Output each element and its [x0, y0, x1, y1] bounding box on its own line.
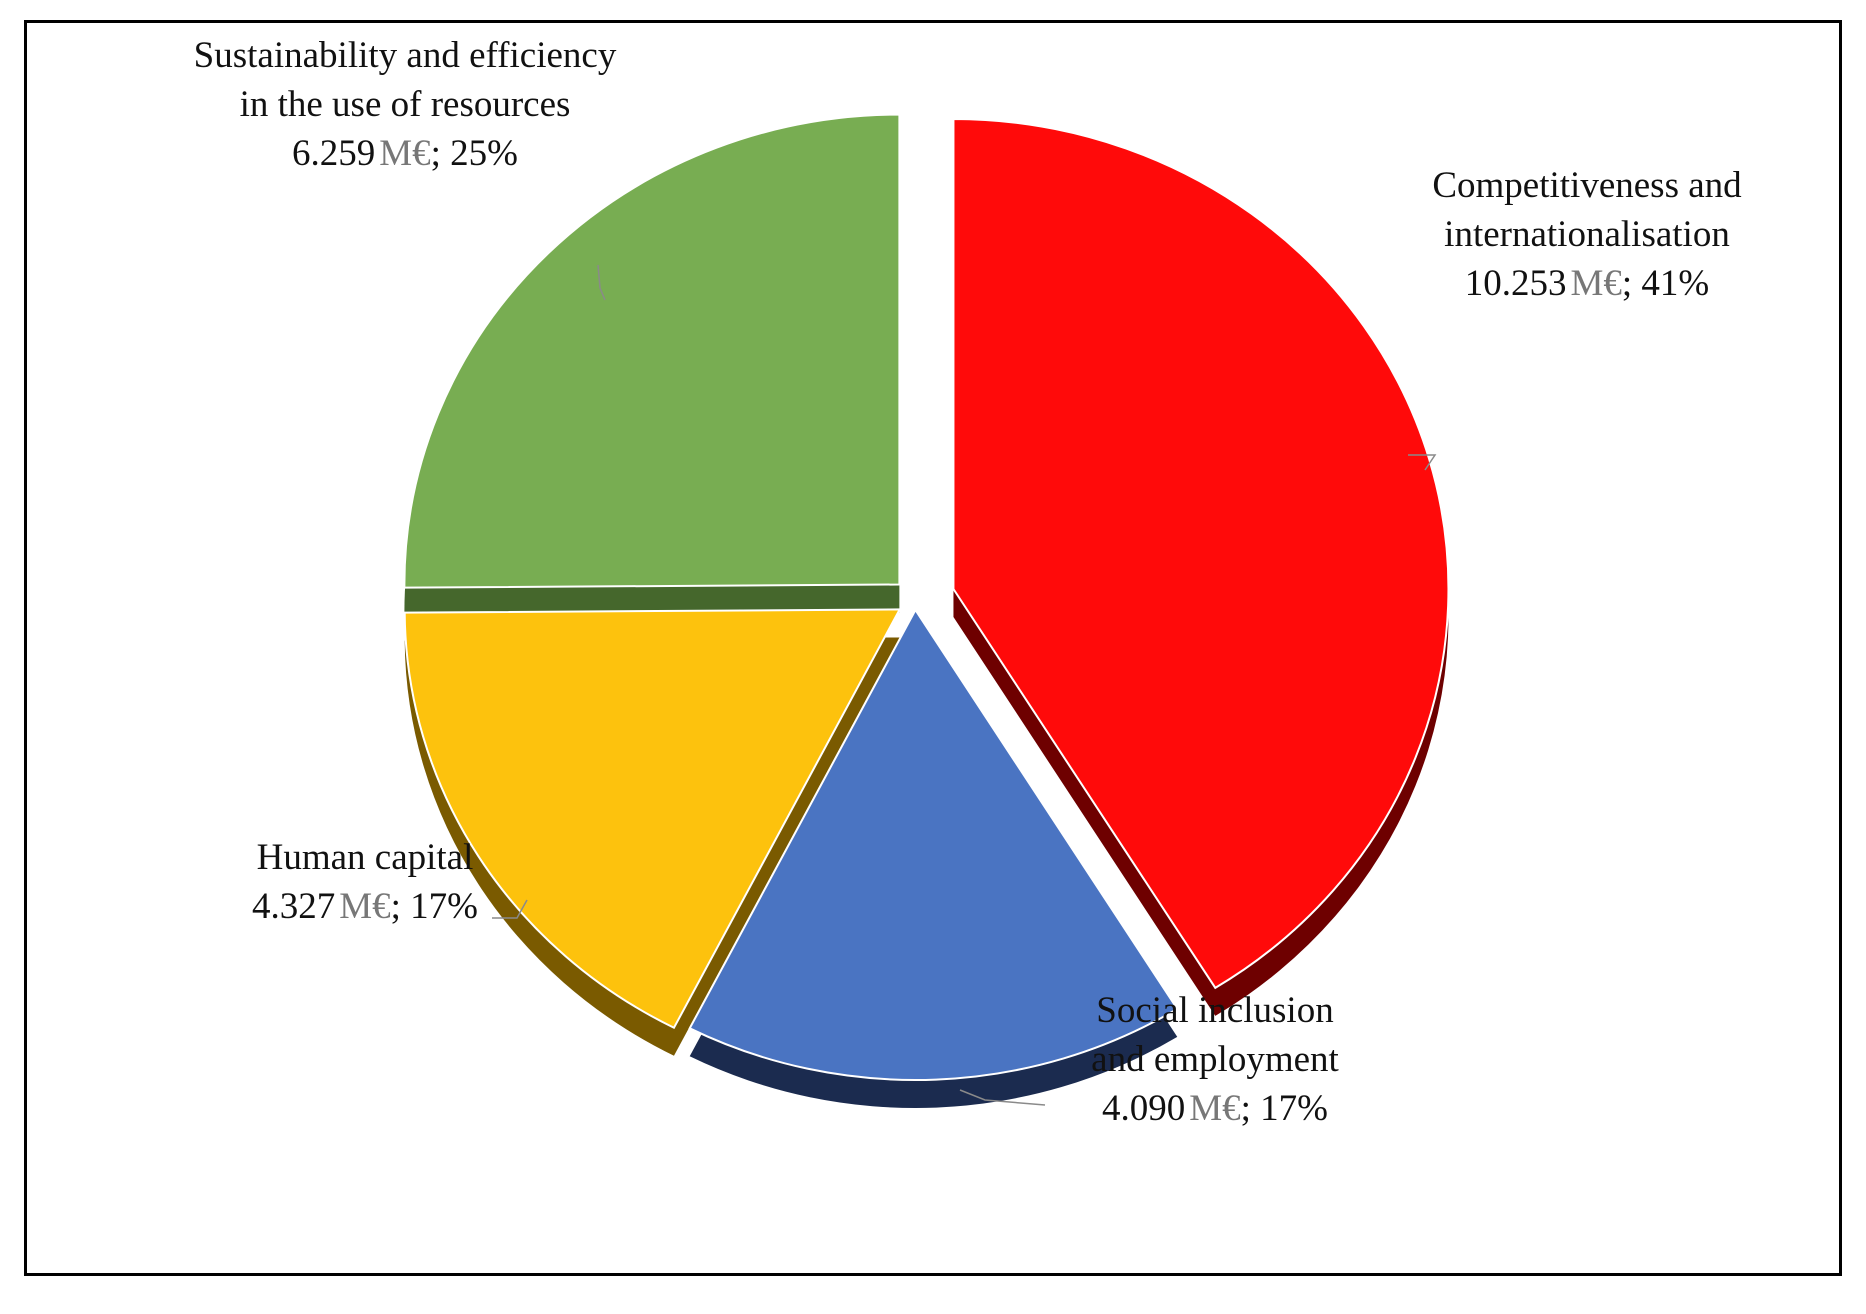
- value-line: 4.090 M€; 17%: [1102, 1088, 1328, 1129]
- label-line: Competitiveness and: [1432, 165, 1742, 206]
- label-line: Sustainability and efficiency: [194, 35, 617, 76]
- data-label-0: Competitiveness and internationalisation 1…: [1432, 165, 1742, 304]
- data-labels: Competitiveness and internationalisation 1…: [194, 35, 1742, 1129]
- label-line: Social inclusion: [1096, 990, 1333, 1031]
- value-text: 4.327: [252, 886, 335, 927]
- label-line: in the use of resources: [240, 84, 571, 125]
- percent-text: ; 17%: [1241, 1088, 1328, 1129]
- pie-slice-3: [403, 113, 901, 589]
- label-line: and employment: [1091, 1039, 1339, 1080]
- value-text: 10.253: [1465, 263, 1567, 304]
- percent-text: ; 17%: [391, 886, 478, 927]
- pie-slice-2: [403, 608, 902, 1030]
- slice-tops: [403, 113, 1450, 1081]
- value-text: 4.090: [1102, 1088, 1185, 1129]
- value-text: 6.259: [292, 133, 375, 174]
- label-line: Human capital: [257, 837, 474, 878]
- pie-slice-0: [952, 117, 1450, 990]
- data-label-1: Social inclusion and employment 4.090 M€; 1…: [1091, 990, 1339, 1129]
- unit-text: M€: [1189, 1088, 1240, 1129]
- percent-text: ; 25%: [431, 133, 518, 174]
- label-line: internationalisation: [1444, 214, 1730, 255]
- leader-line-2: [492, 899, 528, 919]
- data-label-2: Human capital 4.327 M€; 17%: [252, 837, 478, 927]
- pie-slice-1: [688, 608, 1179, 1081]
- leader-lines: [492, 264, 1437, 1106]
- unit-text: M€: [339, 886, 390, 927]
- leader-line-3: [597, 264, 606, 301]
- value-line: 4.327 M€; 17%: [252, 886, 478, 927]
- data-label-3: Sustainability and efficiency in the use …: [194, 35, 617, 174]
- value-line: 6.259 M€; 25%: [292, 133, 518, 174]
- leader-line-1: [959, 1089, 1046, 1106]
- value-line: 10.253 M€; 41%: [1465, 263, 1710, 304]
- leader-line-0: [1408, 454, 1437, 471]
- unit-text: M€: [379, 133, 430, 174]
- percent-text: ; 41%: [1622, 263, 1709, 304]
- unit-text: M€: [1570, 263, 1621, 304]
